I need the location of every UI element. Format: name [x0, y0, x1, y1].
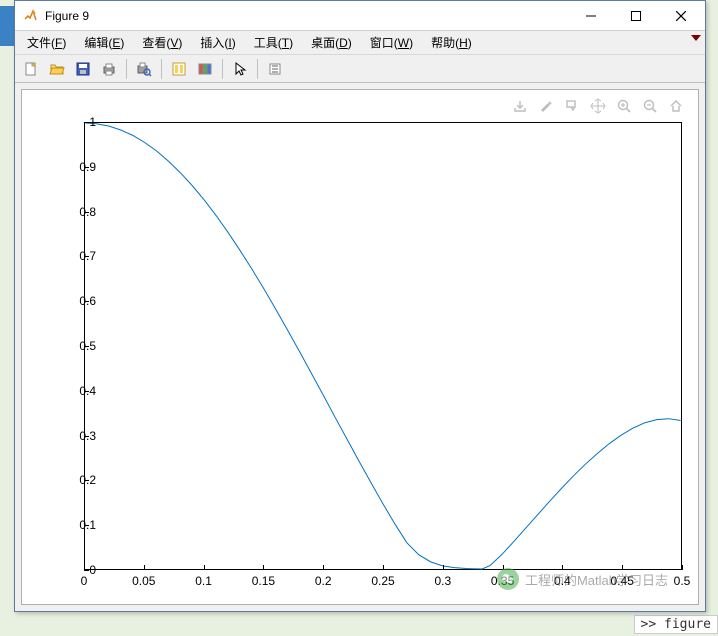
ytick-label: 0.9	[58, 160, 96, 174]
watermark: 工程师的Matlab学习日志	[497, 568, 668, 590]
data-tips-icon[interactable]	[263, 57, 287, 81]
menu-e[interactable]: 编辑(E)	[76, 32, 132, 53]
link-icon[interactable]	[167, 57, 191, 81]
toolbar-separator	[161, 59, 162, 79]
ytick-mark	[84, 256, 89, 257]
ytick-mark	[84, 525, 89, 526]
ytick-label: 0.5	[58, 339, 96, 353]
titlebar: Figure 9	[15, 1, 705, 31]
ytick-label: 0.8	[58, 205, 96, 219]
data-line	[85, 123, 680, 569]
xtick-mark	[204, 565, 205, 570]
save-icon[interactable]	[71, 57, 95, 81]
xtick-mark	[682, 565, 683, 570]
export-icon[interactable]	[510, 96, 530, 116]
xtick-label: 0.5	[674, 574, 691, 588]
print-icon[interactable]	[97, 57, 121, 81]
ytick-label: 0.6	[58, 294, 96, 308]
datatip-icon[interactable]	[562, 96, 582, 116]
xtick-label: 0.05	[132, 574, 155, 588]
ytick-label: 0.1	[58, 518, 96, 532]
menu-h[interactable]: 帮助(H)	[423, 32, 480, 53]
ytick-mark	[84, 122, 89, 123]
menu-f[interactable]: 文件(F)	[19, 32, 74, 53]
ytick-mark	[84, 212, 89, 213]
xtick-mark	[144, 565, 145, 570]
ytick-mark	[84, 480, 89, 481]
menu-v[interactable]: 查看(V)	[134, 32, 190, 53]
cursor-icon[interactable]	[228, 57, 252, 81]
ytick-mark	[84, 167, 89, 168]
ytick-label: 1	[58, 115, 96, 129]
toolbar-separator	[126, 59, 127, 79]
plot-axes[interactable]	[84, 122, 682, 570]
brush-icon[interactable]	[536, 96, 556, 116]
ytick-label: 0.3	[58, 429, 96, 443]
line-plot	[85, 123, 681, 569]
ytick-label: 0.2	[58, 473, 96, 487]
xtick-mark	[383, 565, 384, 570]
xtick-mark	[84, 565, 85, 570]
plot-container: 0 0.1 0.2 0.3 0.4 0.5 0.6 0.7 0.8 0.9 1 0 0.05 0.1 0.1…	[21, 89, 699, 605]
window-title: Figure 9	[45, 9, 89, 23]
bg-command-text: >> figure	[634, 615, 718, 634]
xtick-label: 0.2	[315, 574, 332, 588]
print-preview-icon[interactable]	[132, 57, 156, 81]
xtick-label: 0.1	[195, 574, 212, 588]
menu-w[interactable]: 窗口(W)	[362, 32, 421, 53]
maximize-button[interactable]	[613, 1, 658, 30]
watermark-text: 工程师的Matlab学习日志	[525, 570, 668, 589]
menubar: 文件(F)编辑(E)查看(V)插入(I)工具(T)桌面(D)窗口(W)帮助(H)	[15, 31, 705, 55]
menu-i[interactable]: 插入(I)	[192, 32, 243, 53]
menu-t[interactable]: 工具(T)	[246, 32, 301, 53]
xtick-label: 0.15	[252, 574, 275, 588]
toolbar-separator	[222, 59, 223, 79]
minimize-button[interactable]	[568, 1, 613, 30]
ytick-mark	[84, 570, 89, 571]
pan-icon[interactable]	[588, 96, 608, 116]
new-file-icon[interactable]	[19, 57, 43, 81]
ytick-mark	[84, 346, 89, 347]
ytick-label: 0.4	[58, 384, 96, 398]
xtick-label: 0.3	[434, 574, 451, 588]
ytick-mark	[84, 301, 89, 302]
ytick-mark	[84, 391, 89, 392]
ytick-label: 0	[58, 563, 96, 577]
zoom-out-icon[interactable]	[640, 96, 660, 116]
toolbar	[15, 55, 705, 83]
menu-d[interactable]: 桌面(D)	[303, 32, 360, 53]
axes-toolbar	[510, 96, 686, 116]
toolbar-separator	[257, 59, 258, 79]
xtick-mark	[323, 565, 324, 570]
ytick-mark	[84, 436, 89, 437]
xtick-mark	[443, 565, 444, 570]
wechat-icon	[497, 568, 519, 590]
home-icon[interactable]	[666, 96, 686, 116]
zoom-in-icon[interactable]	[614, 96, 634, 116]
bg-strip	[0, 6, 14, 46]
xtick-mark	[263, 565, 264, 570]
colorbar-icon[interactable]	[193, 57, 217, 81]
xtick-label: 0.25	[371, 574, 394, 588]
menubar-overflow-icon[interactable]	[691, 35, 701, 41]
close-button[interactable]	[658, 1, 703, 30]
ytick-label: 0.7	[58, 249, 96, 263]
open-folder-icon[interactable]	[45, 57, 69, 81]
figure-window: Figure 9 文件(F)编辑(E)查看(V)插入(I)工具(T)桌面(D)窗…	[14, 0, 706, 612]
xtick-label: 0	[81, 574, 88, 588]
matlab-logo-icon	[23, 8, 39, 24]
